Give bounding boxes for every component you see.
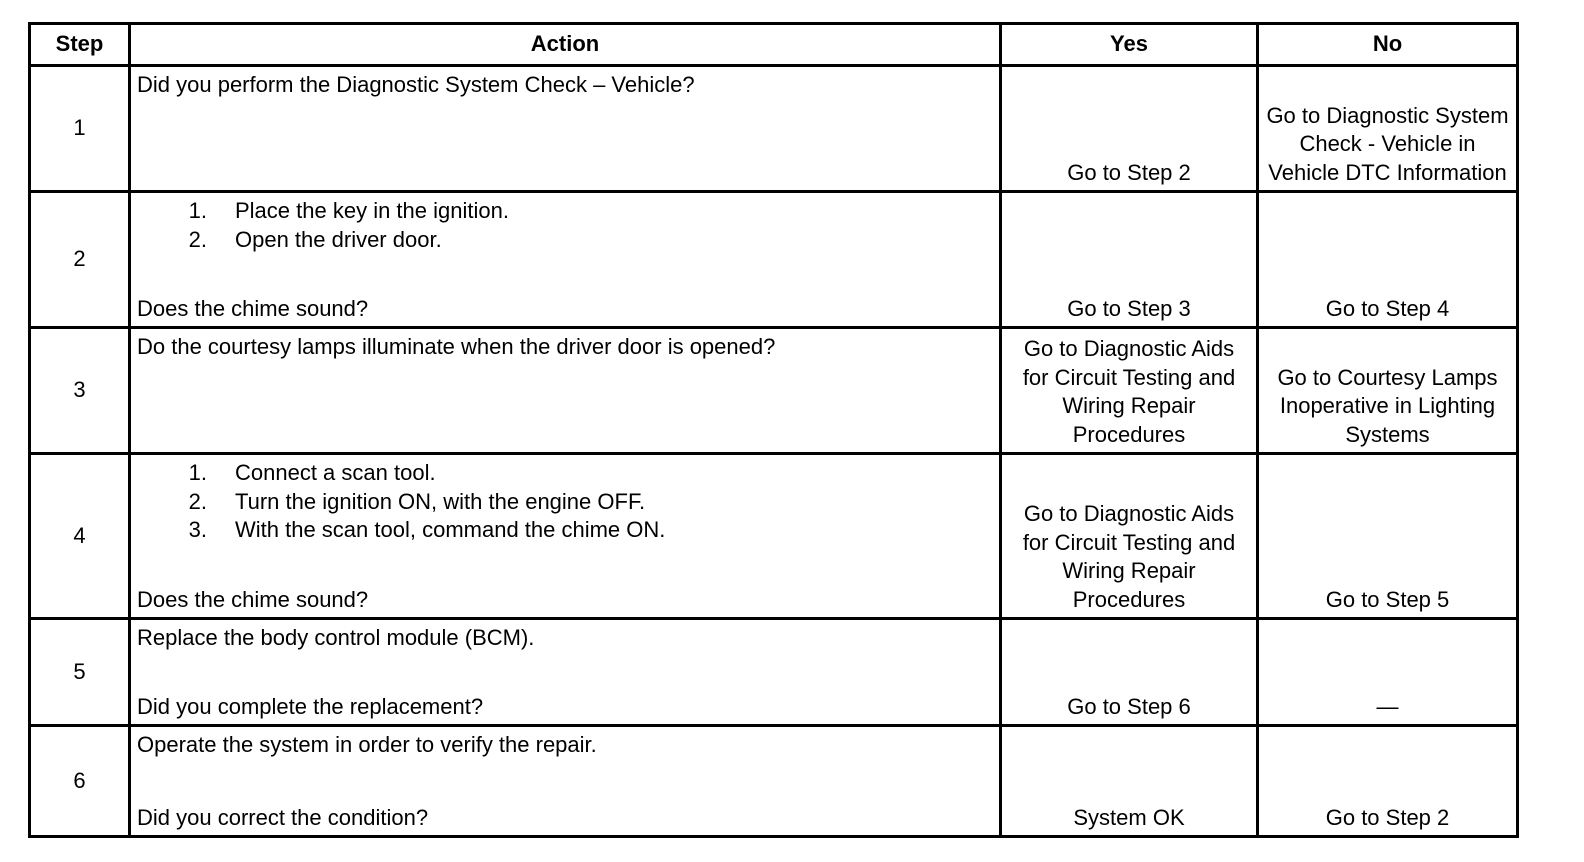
action-steps: 1. Place the key in the ignition. 2. Open t… <box>137 197 993 254</box>
list-item: 1. Connect a scan tool. <box>188 460 436 485</box>
no-cell: — <box>1256 617 1519 727</box>
header-no: No <box>1256 22 1519 67</box>
no-cell: Go to Courtesy Lamps Inoperative in Ligh… <box>1256 326 1519 455</box>
no-cell: Go to Step 2 <box>1256 724 1519 838</box>
action-cell: Replace the body control module (BCM). D… <box>128 617 1002 727</box>
step-number: 4 <box>28 452 131 620</box>
action-text: Replace the body control module (BCM). <box>137 625 535 650</box>
action-cell: Did you perform the Diagnostic System Ch… <box>128 64 1002 193</box>
action-cell: Operate the system in order to verify th… <box>128 724 1002 838</box>
no-cell: Go to Diagnostic System Check - Vehicle … <box>1256 64 1519 193</box>
header-yes: Yes <box>999 22 1259 67</box>
step-number: 3 <box>28 326 131 455</box>
action-text: Do the courtesy lamps illuminate when th… <box>137 334 776 359</box>
header-step: Step <box>28 22 131 67</box>
action-cell: Do the courtesy lamps illuminate when th… <box>128 326 1002 455</box>
header-row: Step Action Yes No <box>28 22 1519 67</box>
action-cell: 1. Place the key in the ignition. 2. Open t… <box>128 190 1002 329</box>
no-cell: Go to Step 4 <box>1256 190 1519 329</box>
list-item: 1. Place the key in the ignition. <box>188 198 509 223</box>
table-row: 6 Operate the system in order to verify … <box>28 724 1519 838</box>
yes-cell: Go to Step 6 <box>999 617 1259 727</box>
yes-cell: Go to Diagnostic Aids for Circuit Testin… <box>999 326 1259 455</box>
action-question: Did you complete the replacement? <box>137 693 484 719</box>
list-item: 2. Open the driver door. <box>188 226 442 252</box>
table-row: 5 Replace the body control module (BCM).… <box>28 617 1519 727</box>
action-question: Did you correct the condition? <box>137 804 429 830</box>
action-question: Does the chime sound? <box>137 586 369 612</box>
yes-cell: Go to Step 2 <box>999 64 1259 193</box>
yes-cell: Go to Diagnostic Aids for Circuit Testin… <box>999 452 1259 620</box>
table-row: 1 Did you perform the Diagnostic System … <box>28 64 1519 193</box>
action-text: Operate the system in order to verify th… <box>137 732 597 757</box>
header-action: Action <box>128 22 1002 67</box>
action-cell: 1. Connect a scan tool. 2. Turn the ignitio… <box>128 452 1002 620</box>
action-text: Did you perform the Diagnostic System Ch… <box>137 72 695 97</box>
action-steps: 1. Connect a scan tool. 2. Turn the ignitio… <box>137 459 993 545</box>
table-row: 3 Do the courtesy lamps illuminate when … <box>28 326 1519 455</box>
list-item: 3. With the scan tool, command the chime … <box>188 517 666 542</box>
diagnostic-table: Step Action Yes No 1 Did you perform the… <box>28 22 1519 838</box>
list-item: 2. Turn the ignition ON, with the engine … <box>188 488 646 514</box>
no-cell: Go to Step 5 <box>1256 452 1519 620</box>
step-number: 1 <box>28 64 131 193</box>
action-question: Does the chime sound? <box>137 295 369 321</box>
table-row: 2 1. Place the key in the ignition. 2. Open… <box>28 190 1519 329</box>
step-number: 5 <box>28 617 131 727</box>
step-number: 6 <box>28 724 131 838</box>
table-row: 4 1. Connect a scan tool. 2. Turn the ignit… <box>28 452 1519 620</box>
yes-cell: System OK <box>999 724 1259 838</box>
yes-cell: Go to Step 3 <box>999 190 1259 329</box>
step-number: 2 <box>28 190 131 329</box>
